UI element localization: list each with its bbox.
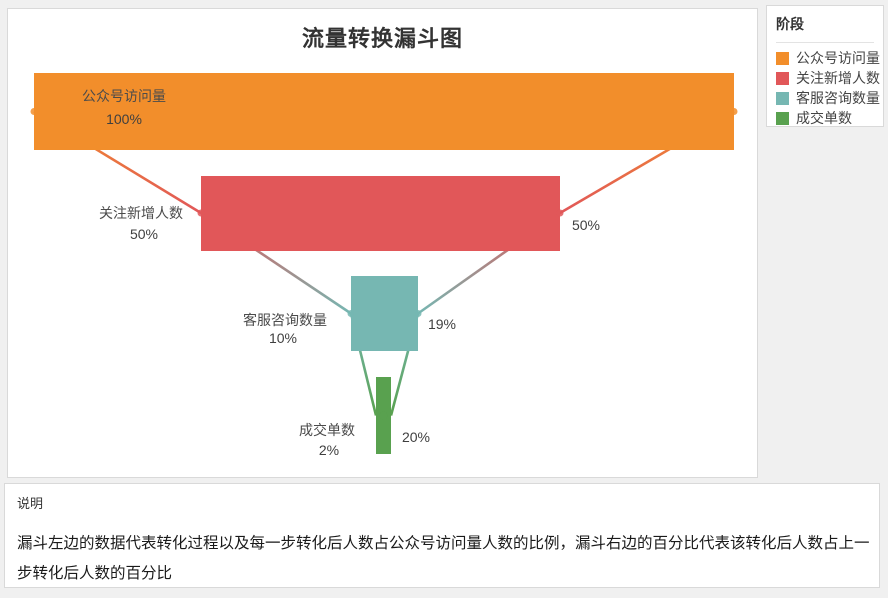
- legend-title: 阶段: [776, 16, 804, 32]
- junction-dot: [730, 108, 738, 115]
- stage-4-pct-of-total-label: 2%: [319, 442, 339, 458]
- notes-panel: 说明 漏斗左边的数据代表转化过程以及每一步转化后人数占公众号访问量人数的比例，漏…: [4, 483, 880, 588]
- legend-label-stage-4: 成交单数: [796, 110, 852, 126]
- junction-dot: [347, 310, 355, 317]
- legend-item-stage-2[interactable]: 关注新增人数: [776, 68, 880, 88]
- junction-dot: [30, 108, 38, 115]
- junction-dot: [556, 209, 564, 217]
- legend-panel: 阶段 公众号访问量 关注新增人数 客服咨询数量 成交单数: [766, 5, 884, 127]
- chart-title: 流量转换漏斗图: [301, 26, 463, 51]
- funnel-bar-stage-1[interactable]: [34, 73, 734, 150]
- legend-item-stage-1[interactable]: 公众号访问量: [776, 48, 880, 68]
- stage-2-name-label: 关注新增人数: [99, 205, 183, 221]
- junction-dot: [414, 310, 422, 317]
- stage-3-pct-of-total-label: 10%: [269, 330, 297, 346]
- legend-label-stage-2: 关注新增人数: [796, 70, 880, 86]
- legend-item-stage-3[interactable]: 客服咨询数量: [776, 88, 880, 108]
- legend-swatch-stage-4: [776, 111, 789, 125]
- stage-3-pct-of-prev-label: 19%: [428, 316, 456, 332]
- funnel-bar-stage-3[interactable]: [351, 276, 418, 351]
- legend-swatch-stage-1: [776, 51, 789, 65]
- stage-2-pct-of-prev-label: 50%: [572, 217, 600, 233]
- legend-label-stage-1: 公众号访问量: [796, 50, 880, 66]
- notes-title: 说明: [17, 496, 44, 511]
- funnel-chart-panel: 流量转换漏斗图: [7, 8, 758, 478]
- legend-label-stage-3: 客服咨询数量: [796, 90, 880, 106]
- legend-swatch-stage-2: [776, 71, 789, 85]
- stage-1-pct-of-total-label: 100%: [106, 111, 142, 127]
- legend-swatch-stage-3: [776, 91, 789, 105]
- stage-4-pct-of-prev-label: 20%: [402, 429, 430, 445]
- notes-body-text: 漏斗左边的数据代表转化过程以及每一步转化后人数占公众号访问量人数的比例，漏斗右边…: [17, 535, 870, 582]
- funnel-chart: 公众号访问量 100% 关注新增人数 50% 客服咨询数量 10% 成交单数 2…: [30, 73, 738, 458]
- funnel-bar-stage-2[interactable]: [201, 176, 560, 251]
- junction-dot: [379, 411, 388, 420]
- stage-1-name-label: 公众号访问量: [82, 88, 166, 104]
- junction-dot: [197, 209, 205, 217]
- legend-item-stage-4[interactable]: 成交单数: [776, 108, 874, 128]
- stage-4-name-label: 成交单数: [299, 422, 355, 438]
- legend-divider: [776, 42, 874, 43]
- stage-3-name-label: 客服咨询数量: [243, 312, 327, 328]
- stage-2-pct-of-total-label: 50%: [130, 226, 158, 242]
